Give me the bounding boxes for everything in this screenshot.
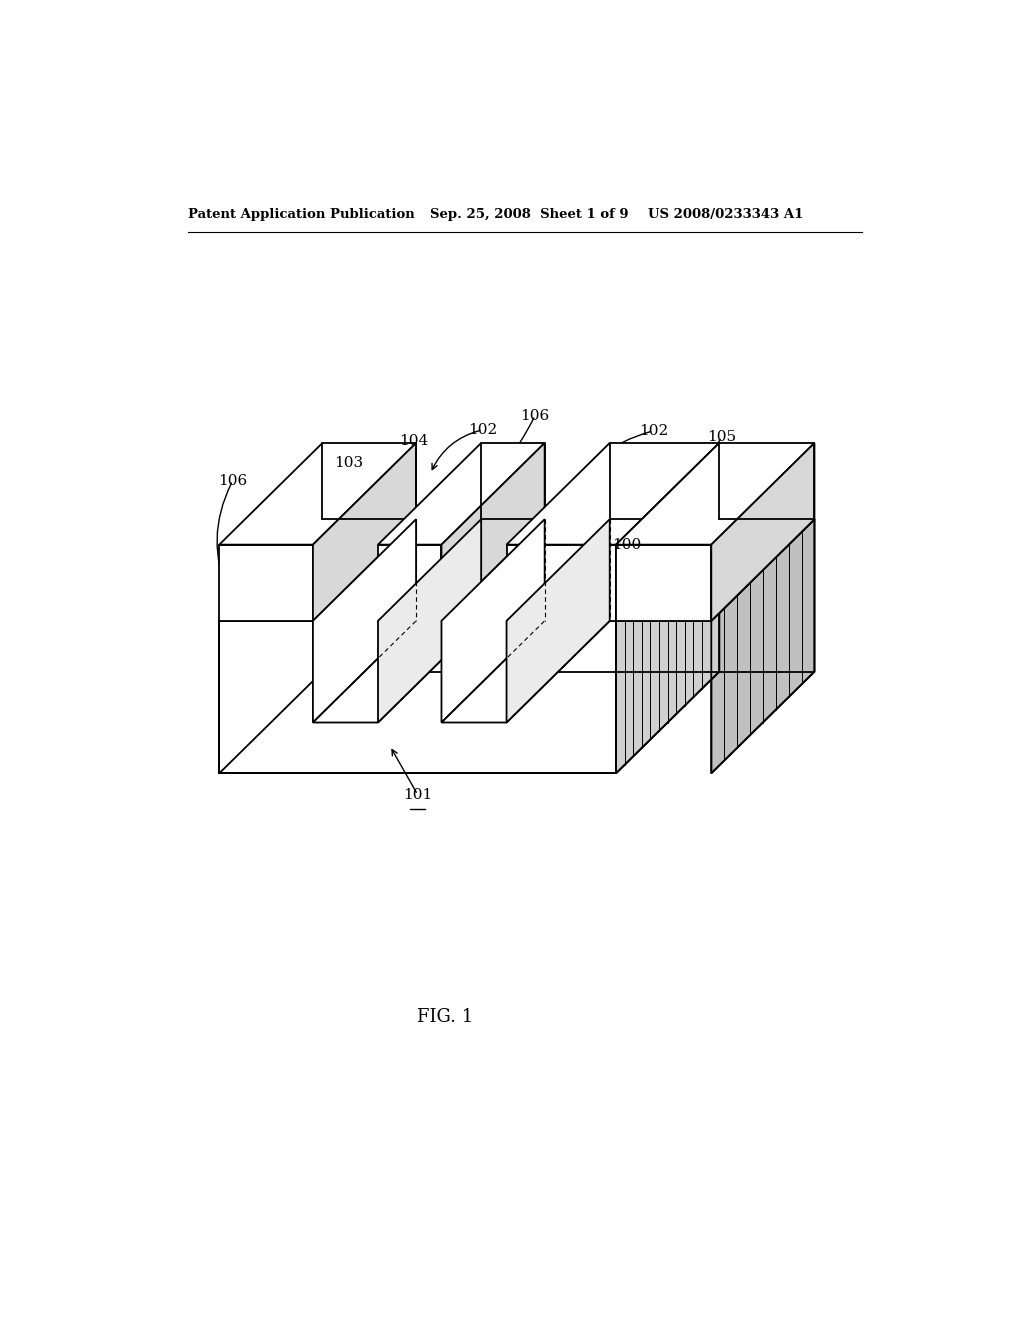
Polygon shape — [378, 519, 481, 722]
Text: Patent Application Publication: Patent Application Publication — [187, 207, 415, 220]
Text: 102: 102 — [468, 422, 498, 437]
Polygon shape — [378, 444, 545, 545]
Text: 103: 103 — [334, 457, 364, 470]
Text: 101: 101 — [403, 788, 432, 801]
Polygon shape — [219, 545, 313, 620]
Polygon shape — [378, 545, 441, 620]
Text: 106: 106 — [520, 409, 550, 422]
Polygon shape — [219, 519, 719, 620]
Polygon shape — [441, 444, 545, 620]
Polygon shape — [507, 545, 616, 620]
Text: 102: 102 — [639, 424, 668, 438]
Polygon shape — [616, 519, 719, 774]
Polygon shape — [313, 519, 416, 722]
Polygon shape — [313, 444, 416, 620]
Text: Sep. 25, 2008  Sheet 1 of 9: Sep. 25, 2008 Sheet 1 of 9 — [430, 207, 628, 220]
Polygon shape — [219, 444, 416, 545]
Polygon shape — [616, 545, 712, 620]
Text: FIG. 1: FIG. 1 — [418, 1008, 473, 1026]
Polygon shape — [441, 620, 609, 722]
Polygon shape — [219, 620, 616, 774]
Text: 106: 106 — [218, 474, 248, 487]
Polygon shape — [616, 444, 719, 620]
Polygon shape — [313, 620, 481, 722]
Polygon shape — [441, 519, 545, 722]
Text: 100: 100 — [611, 537, 641, 552]
Text: 104: 104 — [399, 434, 428, 447]
Polygon shape — [616, 444, 814, 545]
Text: US 2008/0233343 A1: US 2008/0233343 A1 — [648, 207, 803, 220]
Polygon shape — [616, 519, 814, 620]
Polygon shape — [712, 444, 814, 620]
Text: 105: 105 — [707, 430, 736, 444]
Polygon shape — [507, 444, 719, 545]
Polygon shape — [507, 519, 609, 722]
Polygon shape — [712, 519, 814, 774]
